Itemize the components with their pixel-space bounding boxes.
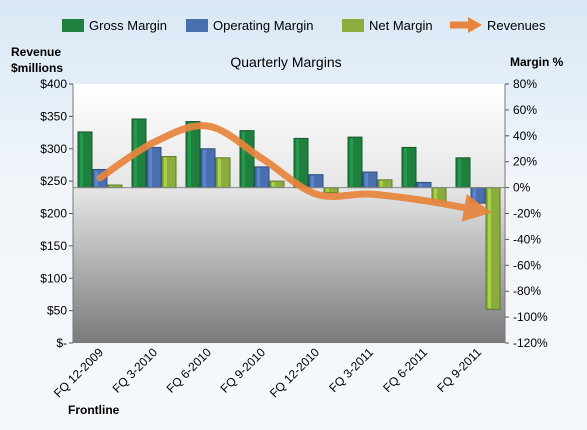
bar-highlight: [296, 139, 299, 187]
bar-highlight: [188, 122, 191, 187]
bar-highlight: [365, 173, 368, 187]
right-tick-label: 60%: [513, 103, 537, 117]
left-tick-label: $-: [56, 336, 67, 350]
right-tick-label: -40%: [513, 232, 541, 246]
right-axis-ticks: -120% -100% -80% -60% -40% -20% 0% 20% 40% 60% 80%: [504, 77, 548, 350]
right-tick-label: 0%: [513, 181, 531, 195]
left-tick-label: $350: [40, 109, 67, 123]
bar-highlight: [434, 188, 437, 201]
right-tick-label: 20%: [513, 155, 537, 169]
bar-highlight: [473, 188, 476, 203]
chart-title: Quarterly Margins: [230, 54, 341, 70]
legend: Gross Margin Operating Margin Net Margin…: [62, 17, 546, 33]
bar-highlight: [404, 148, 407, 187]
bar-highlight: [203, 149, 206, 187]
bar-highlight: [272, 182, 275, 187]
bar-highlight: [218, 158, 221, 187]
left-tick-label: $250: [40, 174, 67, 188]
bar-highlight: [488, 188, 491, 309]
bar-highlight: [326, 188, 329, 192]
bar-highlight: [110, 186, 113, 187]
bar-highlight: [149, 148, 152, 187]
left-tick-label: $50: [47, 304, 67, 318]
bar-highlight: [95, 170, 98, 187]
left-axis-title-line1: Revenue: [11, 45, 61, 59]
right-tick-label: -20%: [513, 207, 541, 221]
bar-highlight: [80, 132, 83, 187]
right-tick-label: 80%: [513, 77, 537, 91]
legend-swatch-operating-margin: [186, 19, 208, 32]
bar-highlight: [257, 167, 260, 187]
legend-arrow-icon: [468, 17, 482, 33]
bar-highlight: [242, 131, 245, 187]
left-tick-label: $400: [40, 77, 67, 91]
bar-highlight: [164, 157, 167, 187]
legend-label-net-margin: Net Margin: [369, 18, 433, 33]
legend-swatch-net-margin: [342, 19, 364, 32]
bar-highlight: [380, 180, 383, 187]
right-tick-label: 40%: [513, 129, 537, 143]
right-tick-label: -100%: [513, 310, 548, 324]
left-tick-label: $100: [40, 271, 67, 285]
right-axis-title: Margin %: [510, 55, 564, 69]
left-tick-label: $150: [40, 239, 67, 253]
left-tick-label: $200: [40, 207, 67, 221]
bar-highlight: [350, 138, 353, 187]
bar-highlight: [458, 158, 461, 187]
left-axis-title-line2: $millions: [11, 61, 63, 75]
revenue-line: [96, 122, 492, 222]
legend-label-gross-margin: Gross Margin: [89, 18, 167, 33]
left-tick-label: $300: [40, 142, 67, 156]
bar-highlight: [311, 175, 314, 187]
legend-label-revenues: Revenues: [487, 18, 546, 33]
footer-label: Frontline: [68, 403, 120, 417]
right-tick-label: -60%: [513, 258, 541, 272]
right-tick-label: -120%: [513, 336, 548, 350]
legend-swatch-gross-margin: [62, 19, 84, 32]
right-tick-label: -80%: [513, 284, 541, 298]
legend-label-operating-margin: Operating Margin: [213, 18, 313, 33]
left-axis-ticks: $- $50 $100 $150 $200 $250 $300 $350 $400: [40, 77, 74, 350]
revenues-line: [96, 122, 492, 222]
bar-highlight: [419, 183, 422, 187]
